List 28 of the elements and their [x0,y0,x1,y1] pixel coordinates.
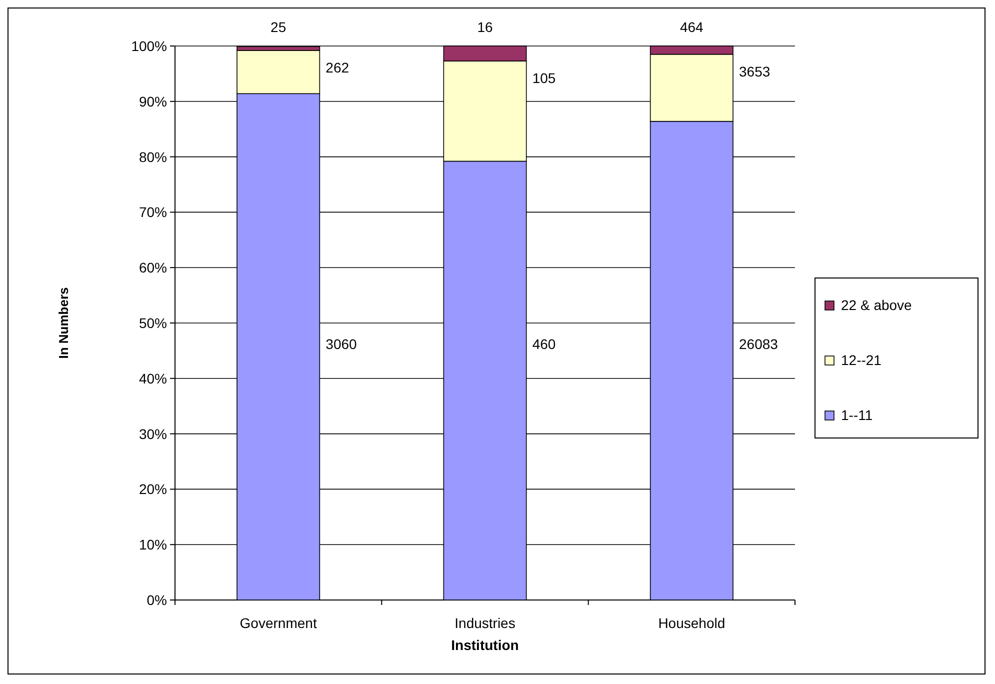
annotation: 105 [532,70,556,86]
text: 464 [680,19,704,35]
annotation: 3060 [326,336,358,352]
y-axis-title: In Numbers [56,287,71,359]
y-tick-label: 20% [138,481,167,498]
x-tick-label: Government [240,615,317,631]
y-tick-label: 10% [138,536,167,553]
y-tick-label: 40% [138,370,167,386]
y-tick-label: 60% [138,260,167,276]
annotation: 460 [532,336,556,352]
y-tick-label: 70% [138,204,167,220]
legend-label: 22 & above [841,297,912,313]
annotation: 262 [326,59,350,76]
y-tick-label: 0% [146,592,167,608]
annotation: 3653 [739,63,770,80]
y-tick-label: 80% [138,148,167,165]
annotation: 26083 [739,336,778,352]
y-tick-label: 90% [138,93,167,110]
x-tick-label: Industries [454,615,516,631]
text: 16 [477,19,493,35]
legend-label: 1--11 [841,407,873,423]
y-tick-label: 50% [138,315,167,331]
y-tick-label: 30% [138,426,167,442]
x-tick-label: Household [658,615,726,631]
text: 25 [270,19,286,35]
y-tick-label: 100% [131,38,167,54]
x-axis-title: Institution [451,637,519,653]
legend-label: 12--21 [841,352,882,368]
